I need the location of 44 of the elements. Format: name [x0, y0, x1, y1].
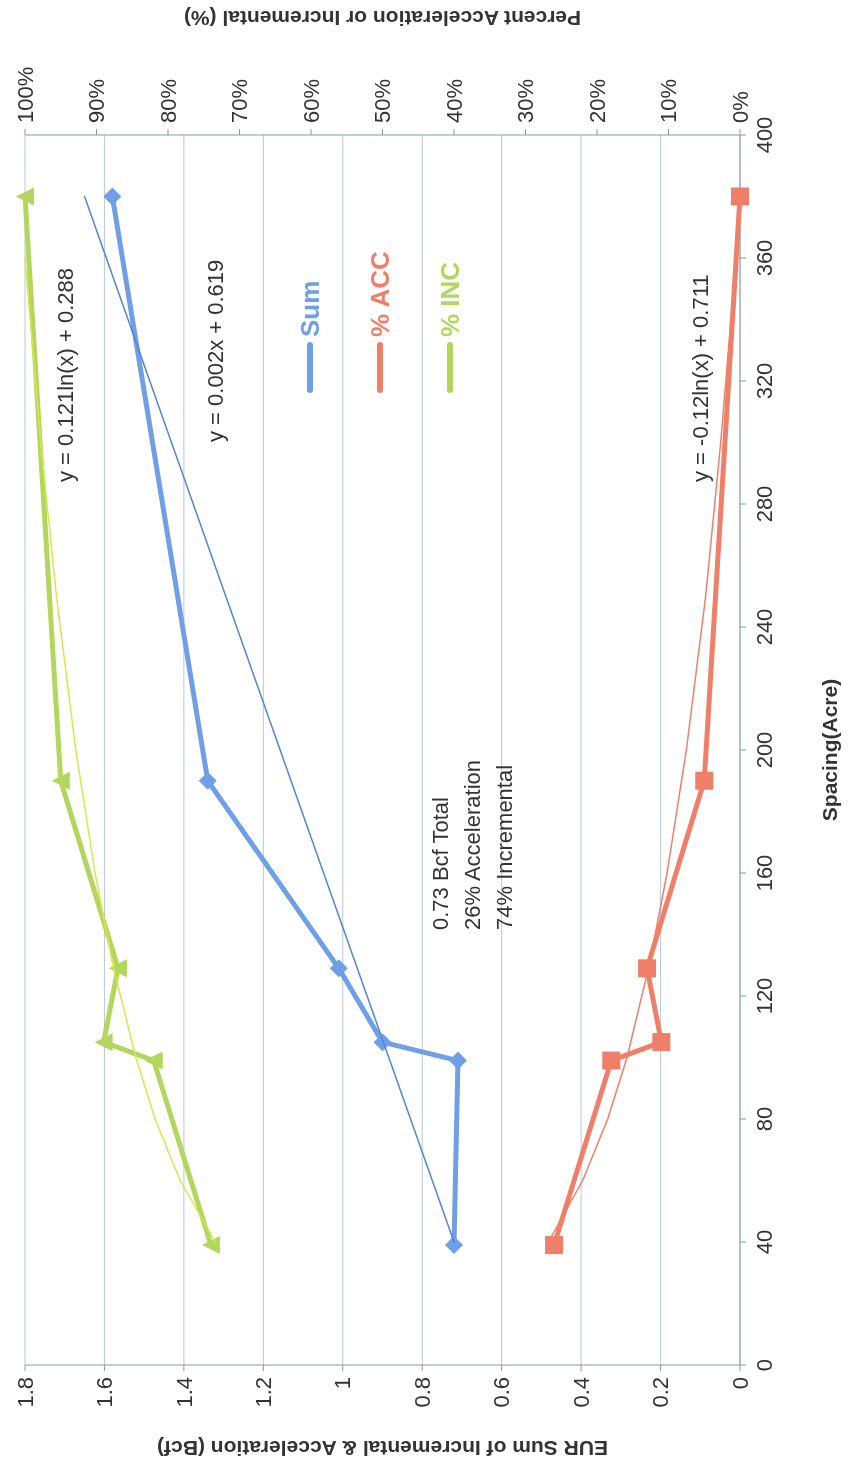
annotation: 0.73 Bcf Total [427, 797, 453, 930]
y-tick-label: 320 [751, 362, 777, 400]
x-tick-label: 0.2 [648, 1377, 674, 1408]
x-tick-label: 0 [727, 1377, 753, 1390]
x-tick-label: 1 [330, 1377, 356, 1390]
x2-tick-label: 90% [84, 78, 110, 123]
x2-axis-title: Percent Acceleration or Incremental (%) [183, 6, 582, 30]
x2-tick-label: 50% [370, 78, 396, 123]
x2-tick-label: 30% [513, 78, 539, 123]
y-tick-label: 200 [751, 731, 777, 769]
y-tick-label: 360 [751, 239, 777, 277]
x2-tick-label: 10% [656, 78, 682, 123]
text: % INC [435, 261, 466, 337]
x-tick-label: 0.6 [489, 1377, 515, 1408]
annotation: 74% Incremental [491, 764, 517, 930]
x2-tick-label: 0% [727, 91, 753, 123]
x2-tick-label: 80% [155, 78, 181, 123]
x-tick-label: 1.8 [12, 1377, 38, 1408]
annotation: 26% Acceleration [459, 760, 485, 930]
y-tick-label: 160 [751, 854, 777, 892]
text: Sum [295, 280, 326, 337]
y-tick-label: 120 [751, 977, 777, 1015]
x-tick-label: 1.4 [171, 1377, 197, 1408]
y-tick-label: 80 [751, 1106, 777, 1132]
y-tick-label: 40 [751, 1229, 777, 1255]
x2-tick-label: 100% [12, 66, 38, 123]
x-axis-title: EUR Sum of Incremental & Acceleration (Bcf) [157, 1436, 608, 1460]
y-tick-label: 0 [751, 1358, 777, 1372]
y-tick-label: 400 [751, 116, 777, 154]
text: % ACC [365, 251, 396, 337]
x2-tick-label: 60% [298, 78, 324, 123]
annotation: y = -0.12ln(x) + 0.711 [687, 274, 713, 482]
x2-tick-label: 20% [584, 78, 610, 123]
x2-tick-label: 70% [227, 78, 253, 123]
x-tick-label: 1.2 [251, 1377, 277, 1408]
x-tick-label: 1.6 [92, 1377, 118, 1408]
y-axis-title: Spacing(Acre) [818, 678, 842, 822]
annotation: y = 0.002x + 0.619 [202, 259, 228, 442]
x2-tick-label: 40% [441, 78, 467, 123]
y-tick-label: 280 [751, 485, 777, 523]
y-tick-label: 240 [751, 608, 777, 646]
x-tick-label: 0.8 [409, 1377, 435, 1408]
x-tick-label: 0.4 [568, 1377, 594, 1408]
annotation: y = 0.121ln(x) + 0.288 [52, 267, 78, 482]
